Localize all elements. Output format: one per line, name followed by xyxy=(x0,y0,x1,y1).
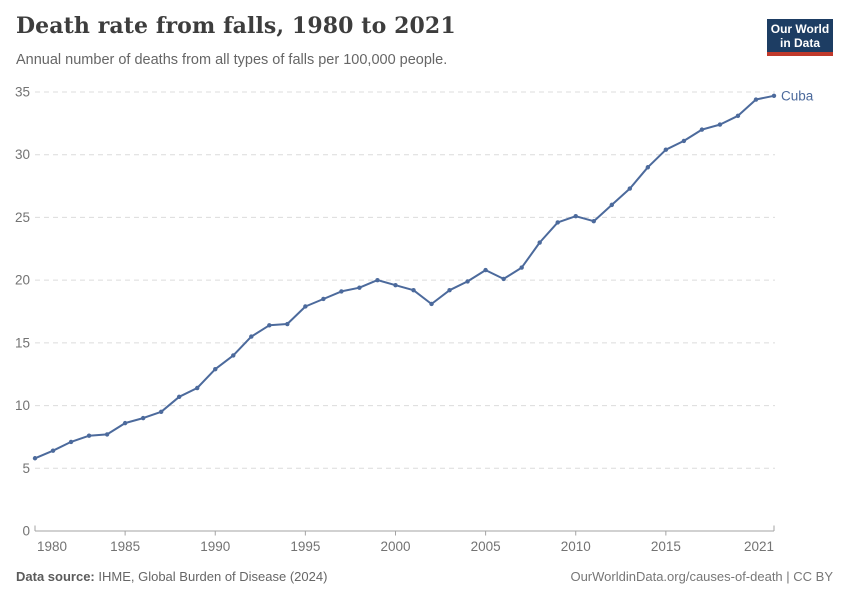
y-tick-label: 25 xyxy=(15,210,30,225)
owid-logo[interactable]: Our World in Data xyxy=(767,19,833,57)
data-point[interactable] xyxy=(609,202,614,208)
data-point[interactable] xyxy=(357,285,362,290)
y-tick-label: 20 xyxy=(15,273,30,288)
x-tick-label: 1980 xyxy=(37,539,67,554)
data-point[interactable] xyxy=(429,301,434,307)
data-point[interactable] xyxy=(249,334,254,339)
data-point[interactable] xyxy=(717,122,723,127)
data-point[interactable] xyxy=(681,138,687,144)
data-point[interactable] xyxy=(158,409,164,415)
x-tick-label: 2015 xyxy=(651,539,681,554)
data-point[interactable] xyxy=(699,127,705,132)
entity-label-cuba[interactable]: Cuba xyxy=(781,88,814,103)
data-point[interactable] xyxy=(285,321,290,327)
data-point[interactable] xyxy=(68,439,74,445)
data-point[interactable] xyxy=(393,282,398,288)
x-tick-label: 1995 xyxy=(290,539,320,554)
data-source-label: Data source: xyxy=(16,569,95,584)
data-point[interactable] xyxy=(447,287,452,293)
data-point[interactable] xyxy=(303,304,308,309)
data-source: Data source: IHME, Global Burden of Dise… xyxy=(16,569,327,584)
chart-title: Death rate from falls, 1980 to 2021 xyxy=(16,13,456,39)
data-point[interactable] xyxy=(375,277,380,283)
logo-line-1: Our World xyxy=(770,22,830,36)
data-point[interactable] xyxy=(321,296,326,302)
data-point[interactable] xyxy=(771,93,777,98)
data-point[interactable] xyxy=(645,165,651,170)
y-tick-label: 35 xyxy=(15,85,30,100)
y-tick-label: 15 xyxy=(15,335,30,350)
data-point[interactable] xyxy=(213,366,218,372)
chart-subtitle: Annual number of deaths from all types o… xyxy=(16,52,448,68)
data-point[interactable] xyxy=(501,276,506,282)
y-tick-label: 10 xyxy=(15,398,30,413)
chart-footer: Data source: IHME, Global Burden of Dise… xyxy=(16,569,833,584)
x-tick-label: 2010 xyxy=(561,539,591,554)
y-tick-label: 30 xyxy=(15,147,30,162)
data-point[interactable] xyxy=(537,240,542,245)
x-tick-label: 2005 xyxy=(471,539,501,554)
x-tick-label: 2021 xyxy=(744,539,774,554)
data-point[interactable] xyxy=(104,432,110,437)
data-point[interactable] xyxy=(122,420,128,426)
data-point[interactable] xyxy=(753,97,759,102)
logo-line-2: in Data xyxy=(779,36,820,51)
data-point[interactable] xyxy=(555,220,560,225)
data-point[interactable] xyxy=(195,385,200,391)
data-point[interactable] xyxy=(627,186,633,191)
data-point[interactable] xyxy=(663,147,669,152)
data-point[interactable] xyxy=(465,279,470,284)
data-point[interactable] xyxy=(32,456,38,461)
x-tick-label: 2000 xyxy=(380,539,410,554)
data-point[interactable] xyxy=(140,415,146,421)
data-point[interactable] xyxy=(591,218,596,224)
data-point[interactable] xyxy=(735,113,741,119)
data-point[interactable] xyxy=(231,353,236,358)
data-point[interactable] xyxy=(483,267,488,273)
data-point[interactable] xyxy=(339,289,344,294)
y-tick-label: 5 xyxy=(22,461,30,476)
data-line-cuba[interactable] xyxy=(34,94,775,460)
data-source-value: IHME, Global Burden of Disease (2024) xyxy=(98,569,328,584)
x-tick-label: 1985 xyxy=(110,539,140,554)
data-point[interactable] xyxy=(50,448,56,453)
data-point[interactable] xyxy=(519,265,524,270)
data-point[interactable] xyxy=(267,323,272,328)
data-point[interactable] xyxy=(86,433,92,438)
data-point[interactable] xyxy=(573,213,578,219)
data-point[interactable] xyxy=(176,394,182,399)
data-point[interactable] xyxy=(411,287,416,293)
x-tick-label: 1990 xyxy=(200,539,230,554)
y-tick-label: 0 xyxy=(22,524,30,539)
credit-link[interactable]: OurWorldinData.org/causes-of-death | CC … xyxy=(570,569,833,584)
